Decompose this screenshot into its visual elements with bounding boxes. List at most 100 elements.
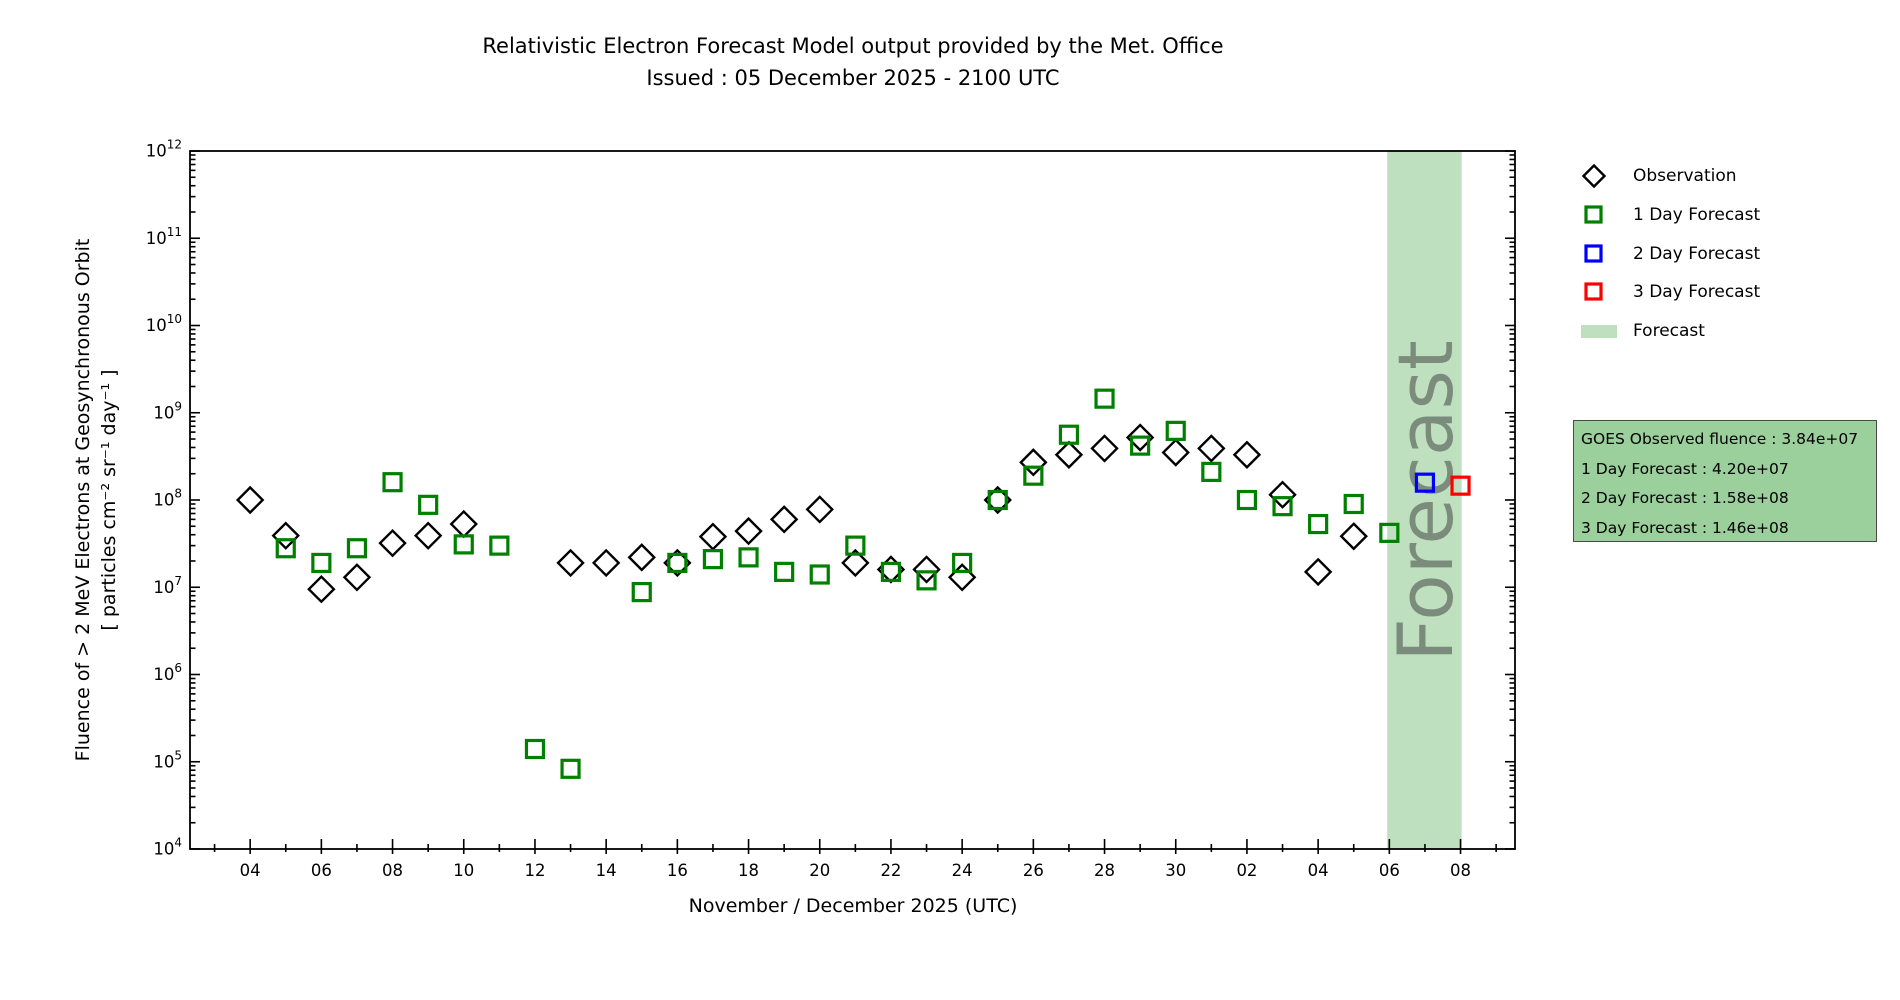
data-point-square xyxy=(667,552,688,574)
legend-label: 1 Day Forecast xyxy=(1633,205,1761,226)
x-tick-label: 08 xyxy=(1450,861,1471,880)
data-point-diamond xyxy=(271,521,300,550)
forecast-band xyxy=(1387,151,1462,849)
data-point-diamond xyxy=(235,485,265,515)
series-3-day-forecast xyxy=(1450,475,1471,496)
data-point-square xyxy=(489,535,510,556)
data-point-square xyxy=(738,547,759,568)
data-point-square xyxy=(880,561,902,582)
data-point-diamond xyxy=(947,563,977,592)
x-tick-label: 02 xyxy=(1236,861,1257,880)
data-point-square xyxy=(1201,461,1222,482)
data-point-square xyxy=(311,552,332,574)
x-tick-label: 14 xyxy=(596,861,617,880)
x-tick-label: 16 xyxy=(667,861,688,880)
data-point-diamond xyxy=(1268,480,1297,509)
data-point-square xyxy=(453,534,474,555)
data-point-square xyxy=(987,489,1008,511)
data-point-diamond xyxy=(841,548,870,578)
x-tick-label: 26 xyxy=(1023,861,1044,880)
legend-label: Observation xyxy=(1633,166,1737,187)
y-tick-label: 105 xyxy=(153,748,182,771)
data-point-diamond xyxy=(1303,557,1333,587)
x-tick-label: 04 xyxy=(1308,861,1329,880)
x-tick-label: 06 xyxy=(311,861,332,880)
data-point-square xyxy=(916,570,937,591)
forecast-info-box: GOES Observed fluence : 3.84e+07 1 Day F… xyxy=(1573,420,1877,542)
data-point-square xyxy=(1236,489,1258,511)
x-tick-label: 22 xyxy=(880,861,901,880)
y-tick-label: 108 xyxy=(153,487,182,510)
legend: Observation 1 Day Forecast 2 Day Forecas… xyxy=(1581,157,1760,350)
legend-item-1day: 1 Day Forecast xyxy=(1581,196,1760,235)
data-point-diamond xyxy=(378,528,407,558)
data-point-diamond xyxy=(1125,423,1155,452)
data-point-square xyxy=(1414,472,1436,493)
chart-title-line2: Issued : 05 December 2025 - 2100 UTC xyxy=(646,66,1060,90)
data-point-square xyxy=(631,581,652,603)
data-point-diamond xyxy=(1232,440,1262,469)
y-tick-label: 109 xyxy=(153,399,182,422)
legend-item-forecast-band: Forecast xyxy=(1581,312,1760,351)
data-point-square xyxy=(1379,522,1400,543)
data-point-diamond xyxy=(591,548,621,578)
data-point-square xyxy=(382,472,403,493)
data-point-diamond xyxy=(1019,448,1048,477)
data-point-square xyxy=(1023,465,1044,486)
data-point-diamond xyxy=(449,509,478,539)
info-3day-forecast: 3 Day Forecast : 1.46e+08 xyxy=(1581,518,1789,537)
data-point-diamond xyxy=(342,563,372,592)
legend-forecast-patch xyxy=(1581,324,1617,338)
x-tick-label: 04 xyxy=(240,861,261,880)
x-tick-label: 24 xyxy=(952,861,973,880)
data-point-diamond xyxy=(805,495,834,524)
red-square-marker-icon xyxy=(1581,279,1617,305)
data-point-square xyxy=(1094,388,1115,409)
legend-label: 2 Day Forecast xyxy=(1633,243,1761,264)
y-tick-label: 107 xyxy=(153,574,182,597)
y-tick-label: 104 xyxy=(153,836,182,859)
data-point-diamond xyxy=(556,548,585,578)
data-point-square xyxy=(524,738,546,760)
data-point-square xyxy=(560,758,581,779)
blue-square-marker-icon xyxy=(1581,241,1617,267)
data-point-diamond xyxy=(1090,434,1119,463)
data-point-square xyxy=(809,564,830,585)
info-1day-forecast: 1 Day Forecast : 4.20e+07 xyxy=(1581,459,1789,478)
data-point-diamond xyxy=(413,521,443,550)
legend-item-3day: 3 Day Forecast xyxy=(1581,273,1760,312)
x-axis-label: November / December 2025 (UTC) xyxy=(688,895,1018,917)
data-point-square xyxy=(952,552,973,574)
data-point-square xyxy=(1308,513,1329,535)
y-tick-label: 1010 xyxy=(146,312,182,335)
x-tick-label: 18 xyxy=(738,861,759,880)
data-point-square xyxy=(346,538,368,559)
y-tick-label: 1011 xyxy=(146,225,182,248)
series-1-day-forecast xyxy=(275,388,1400,779)
data-point-square xyxy=(1343,493,1364,515)
legend-item-observation: Observation xyxy=(1581,157,1760,196)
data-point-square xyxy=(1272,496,1293,517)
diamond-marker-icon xyxy=(1581,163,1617,189)
data-point-square xyxy=(275,538,296,559)
data-point-square xyxy=(845,535,866,556)
legend-label: 3 Day Forecast xyxy=(1633,282,1761,303)
info-observed-fluence: GOES Observed fluence : 3.84e+07 xyxy=(1581,430,1859,448)
data-point-diamond xyxy=(307,574,336,604)
y-tick-label: 106 xyxy=(153,661,182,684)
chart-title-line1: Relativistic Electron Forecast Model out… xyxy=(482,34,1224,58)
x-tick-label: 20 xyxy=(809,861,830,880)
data-point-square xyxy=(1130,435,1151,456)
x-ticks xyxy=(213,839,1497,854)
x-tick-label: 06 xyxy=(1379,861,1400,880)
x-tick-label: 28 xyxy=(1094,861,1115,880)
x-tick-label: 30 xyxy=(1165,861,1186,880)
x-tick-label: 08 xyxy=(382,861,403,880)
data-point-diamond xyxy=(734,516,763,546)
data-point-square xyxy=(1450,475,1471,496)
plot-frame xyxy=(189,150,1516,850)
legend-item-2day: 2 Day Forecast xyxy=(1581,234,1760,273)
forecast-watermark-text: Forecast xyxy=(1381,340,1470,662)
data-point-square xyxy=(418,494,439,515)
